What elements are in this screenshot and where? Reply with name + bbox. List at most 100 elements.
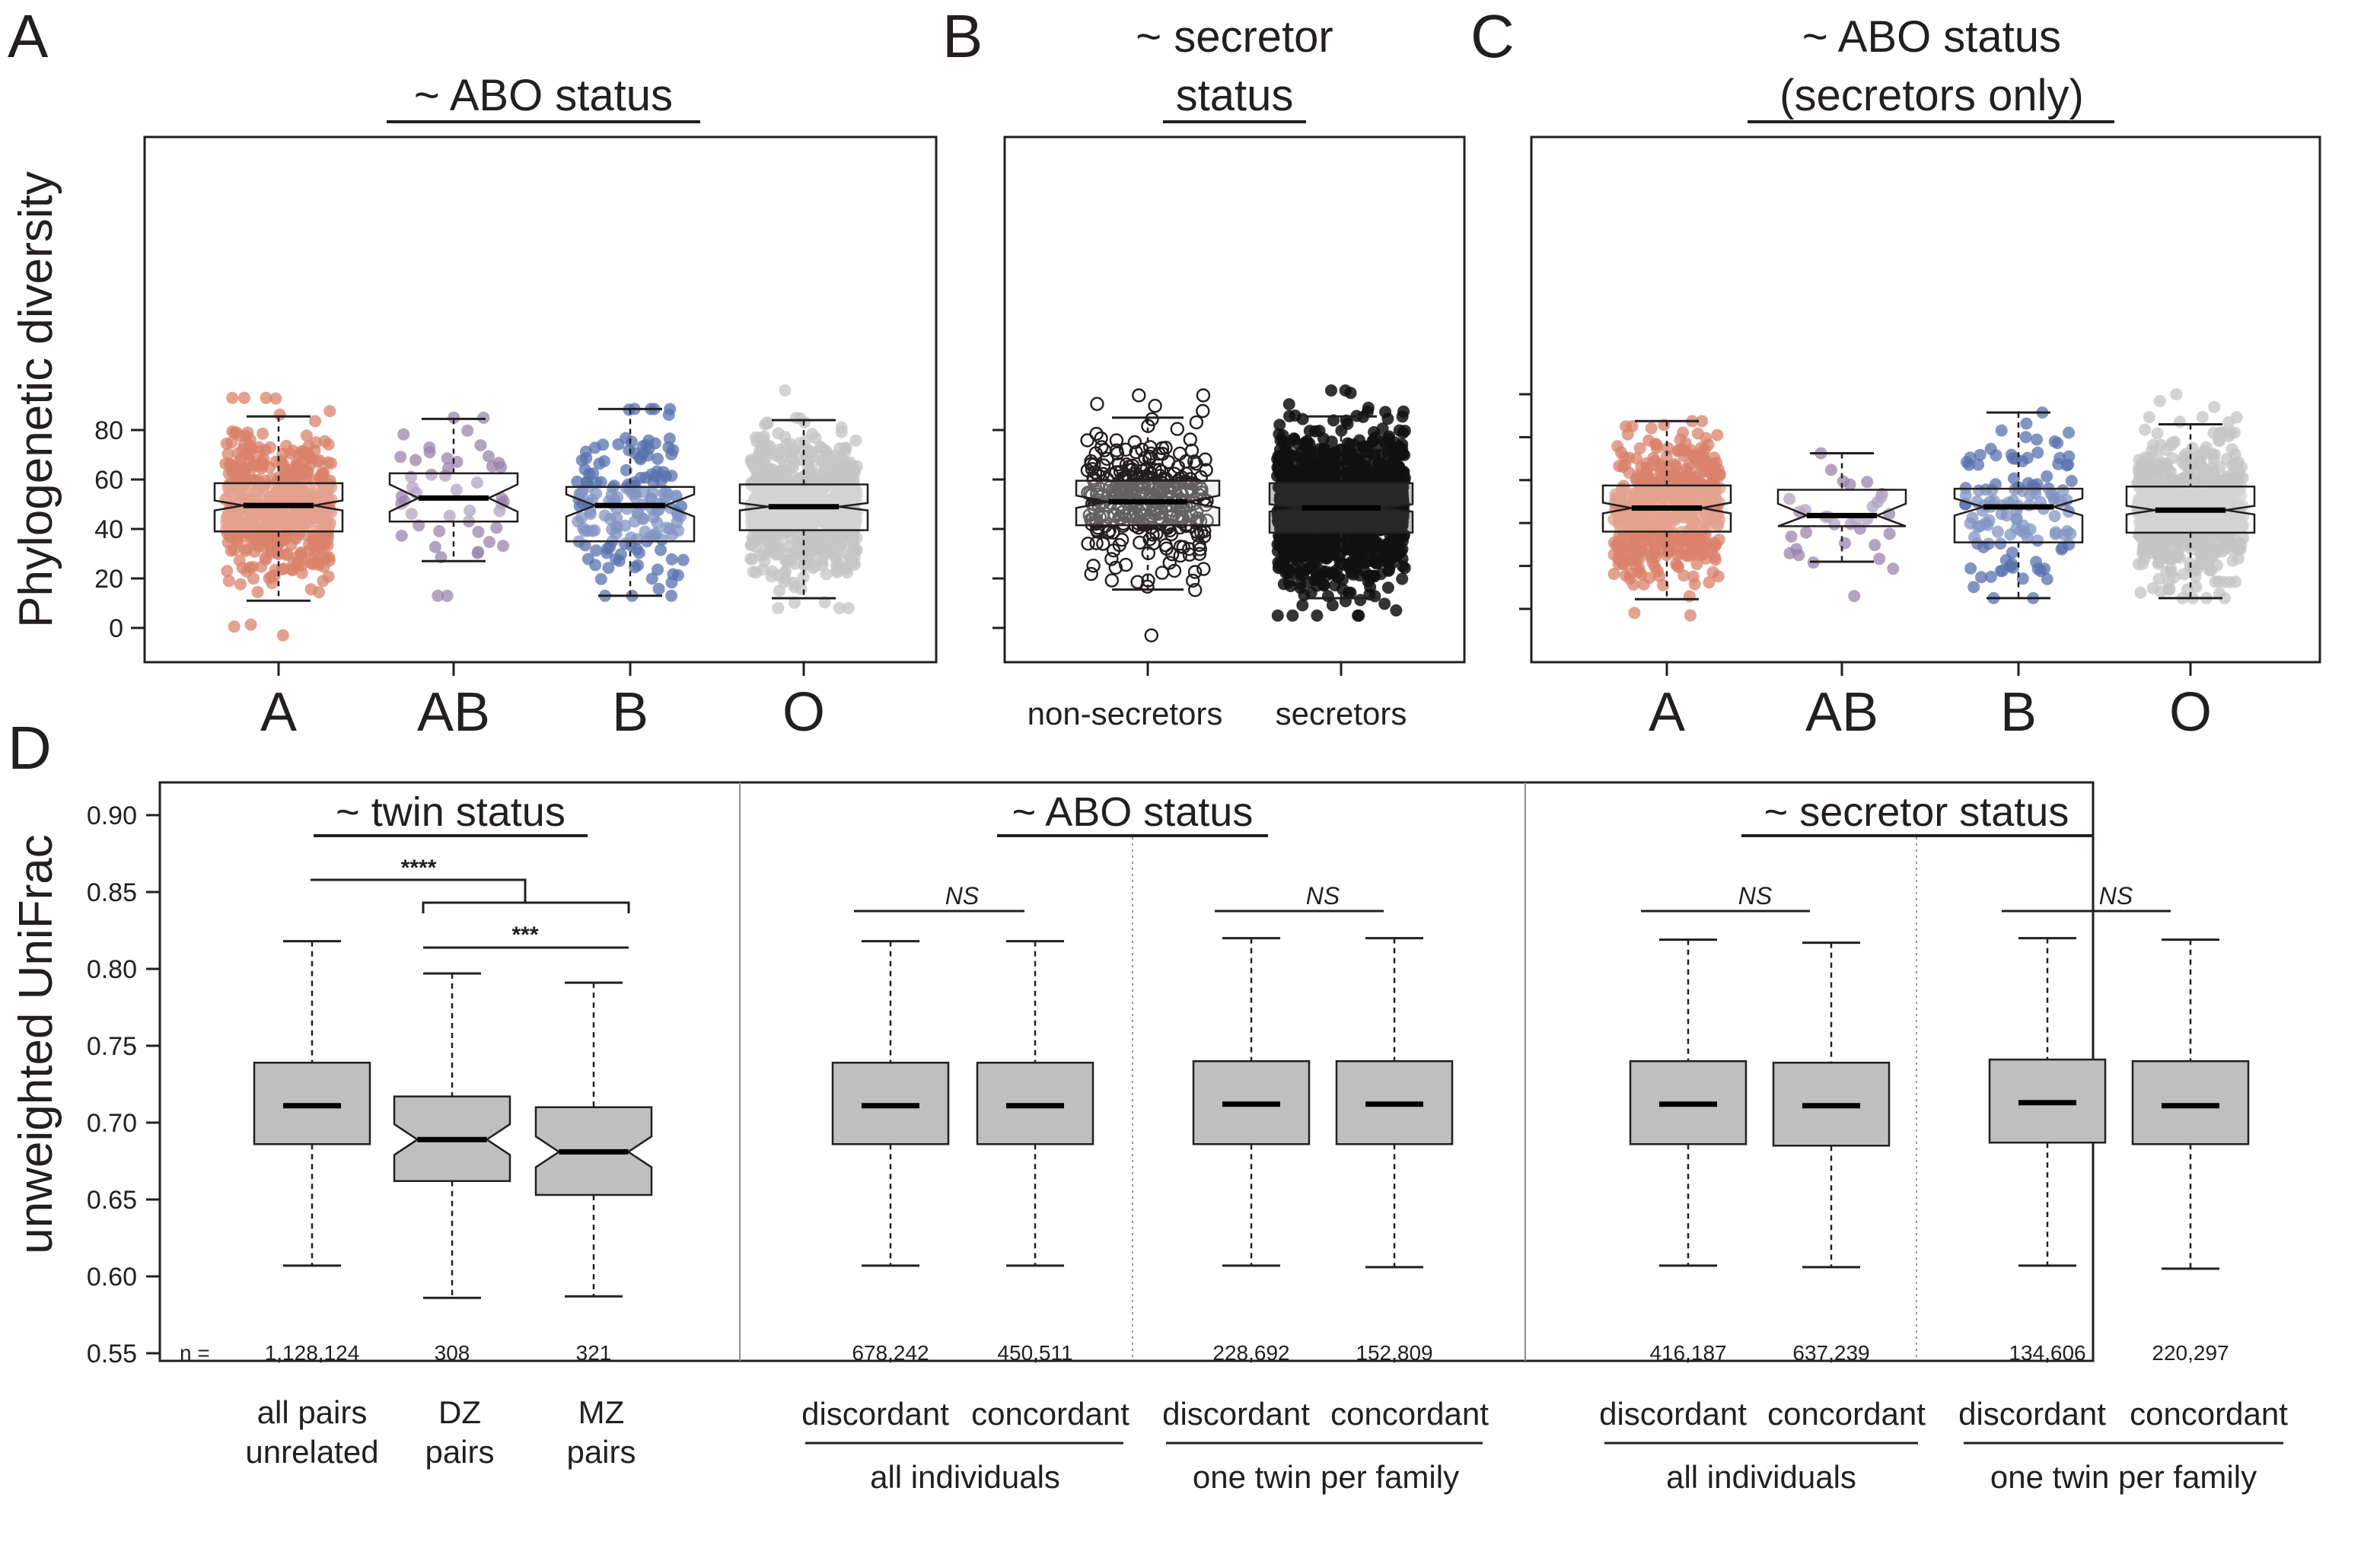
data-point	[493, 505, 506, 518]
data-point	[425, 468, 438, 481]
data-point	[769, 471, 781, 484]
data-point	[652, 452, 664, 465]
data-point	[2208, 400, 2221, 413]
data-point	[224, 516, 237, 528]
data-point	[433, 524, 446, 537]
data-point	[1120, 483, 1135, 497]
data-point	[1348, 537, 1361, 550]
panel-b-y-axis	[992, 429, 1343, 676]
label-abo-one-concordant: concordant	[1330, 1396, 1489, 1432]
panel-b-title-line1: ~ secretor	[1136, 12, 1333, 62]
ns-label-abo-one: NS	[1306, 882, 1340, 910]
data-point	[448, 411, 460, 424]
data-point	[260, 391, 272, 404]
data-point	[225, 436, 238, 449]
data-point	[796, 547, 809, 560]
data-point	[1084, 566, 1098, 581]
n-label: 228,692	[1212, 1341, 1289, 1365]
data-point	[2143, 411, 2155, 424]
data-point	[1390, 604, 1403, 616]
data-point	[2165, 566, 2178, 578]
data-point	[1681, 468, 1693, 481]
data-point	[672, 524, 685, 537]
data-point	[849, 434, 862, 447]
panel-a-ylabel: Phylogenetic diversity	[10, 171, 62, 628]
data-point	[632, 559, 645, 572]
n-label: 308	[435, 1341, 470, 1365]
data-point	[241, 426, 254, 439]
data-point	[1286, 609, 1299, 622]
data-point	[316, 524, 328, 537]
data-point	[765, 570, 778, 583]
data-point	[2170, 388, 2183, 400]
data-point	[665, 589, 678, 602]
data-point	[276, 629, 289, 642]
data-point	[2177, 472, 2190, 485]
data-point	[2151, 449, 2163, 462]
data-point	[1200, 513, 1214, 528]
data-point	[1378, 597, 1391, 610]
data-point	[1706, 473, 1719, 486]
data-point	[1397, 405, 1410, 418]
label-abo-all-concordant: concordant	[971, 1396, 1129, 1432]
panel-a-category-ab: AB	[417, 682, 490, 743]
data-point	[1785, 530, 1798, 543]
data-point	[2136, 544, 2149, 557]
label-sec-one-discordant: discordant	[1958, 1396, 2106, 1432]
data-point	[1111, 457, 1126, 472]
label-sec-all-individuals: all individuals	[1666, 1459, 1856, 1495]
data-point	[297, 447, 310, 460]
data-point	[1130, 510, 1145, 525]
data-point	[651, 465, 664, 478]
data-point	[245, 442, 258, 454]
data-point	[1108, 560, 1123, 575]
data-point	[251, 585, 264, 598]
data-point	[1964, 562, 1977, 575]
data-point	[1366, 435, 1379, 448]
data-point	[295, 567, 308, 579]
n-label: 152,809	[1356, 1341, 1432, 1365]
data-point	[2030, 556, 2043, 569]
data-point	[268, 478, 281, 491]
data-point	[772, 548, 785, 561]
data-point	[2004, 560, 2016, 573]
data-point	[1614, 446, 1627, 459]
data-point	[281, 547, 294, 560]
data-point	[464, 504, 476, 517]
data-point	[472, 546, 485, 559]
data-point	[651, 517, 664, 529]
data-point	[259, 444, 272, 457]
data-point	[2210, 559, 2223, 572]
data-point	[1283, 564, 1295, 577]
panel-d-ytick-label: 0.80	[87, 955, 137, 984]
panel-a-ytick-label: 20	[94, 565, 123, 594]
data-point	[483, 450, 495, 463]
data-point	[2020, 417, 2033, 430]
data-point	[1196, 529, 1212, 543]
data-point	[2155, 438, 2168, 451]
data-point	[804, 453, 817, 466]
label-sec-one-concordant: concordant	[2130, 1396, 2288, 1432]
data-point	[838, 511, 851, 524]
data-point	[593, 457, 606, 470]
data-point	[752, 449, 765, 462]
panel-a-y-axis: 0 20 40 60 80	[94, 416, 805, 676]
data-point	[601, 546, 613, 559]
data-point	[1621, 428, 1634, 441]
data-point	[1100, 472, 1114, 486]
data-point	[1384, 460, 1397, 473]
panel-d-boxes	[253, 937, 2250, 1299]
data-point	[1286, 542, 1298, 555]
data-point	[1887, 562, 1900, 575]
data-point	[1309, 425, 1321, 438]
data-point	[1153, 481, 1168, 496]
data-point	[1790, 543, 1803, 556]
data-point	[820, 445, 833, 458]
data-point	[1274, 450, 1287, 463]
data-point	[1184, 476, 1199, 491]
panel-c-category-ab: AB	[1805, 682, 1878, 743]
data-point	[1089, 426, 1104, 441]
data-point	[1155, 566, 1170, 580]
data-point	[1294, 581, 1307, 594]
